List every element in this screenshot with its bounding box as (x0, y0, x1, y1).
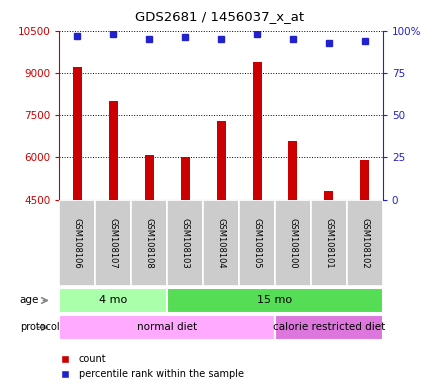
Bar (275, 315, 383, 340)
Bar (181, 157, 190, 200)
Text: 15 mo: 15 mo (257, 295, 293, 306)
Bar (253, 62, 261, 200)
Bar (239, 200, 275, 286)
Text: age: age (20, 295, 39, 306)
Bar (203, 200, 239, 286)
Text: GSM108100: GSM108100 (289, 218, 297, 268)
Text: GSM108108: GSM108108 (145, 217, 154, 268)
Text: GSM108103: GSM108103 (181, 217, 190, 268)
Text: GSM108101: GSM108101 (324, 218, 334, 268)
Bar (145, 155, 154, 200)
Text: GSM108106: GSM108106 (73, 217, 82, 268)
Bar (73, 67, 82, 200)
Bar (324, 191, 334, 200)
Text: calorie restricted diet: calorie restricted diet (273, 322, 385, 333)
Text: GSM108107: GSM108107 (109, 217, 118, 268)
Bar (311, 200, 347, 286)
Text: GDS2681 / 1456037_x_at: GDS2681 / 1456037_x_at (136, 10, 304, 23)
Text: GSM108104: GSM108104 (216, 218, 226, 268)
Bar (59, 315, 275, 340)
Text: GSM108105: GSM108105 (253, 218, 261, 268)
Bar (95, 200, 131, 286)
Bar (360, 160, 369, 200)
Bar (216, 121, 226, 200)
Bar (167, 288, 383, 313)
Bar (131, 200, 167, 286)
Bar (347, 200, 383, 286)
Legend: count, percentile rank within the sample: count, percentile rank within the sample (55, 354, 244, 379)
Bar (167, 200, 203, 286)
Bar (59, 288, 167, 313)
Text: normal diet: normal diet (137, 322, 197, 333)
Bar (109, 101, 118, 200)
Text: protocol: protocol (20, 322, 59, 333)
Bar (59, 200, 95, 286)
Text: 4 mo: 4 mo (99, 295, 128, 306)
Bar (275, 200, 311, 286)
Bar (289, 141, 297, 200)
Text: GSM108102: GSM108102 (360, 218, 369, 268)
